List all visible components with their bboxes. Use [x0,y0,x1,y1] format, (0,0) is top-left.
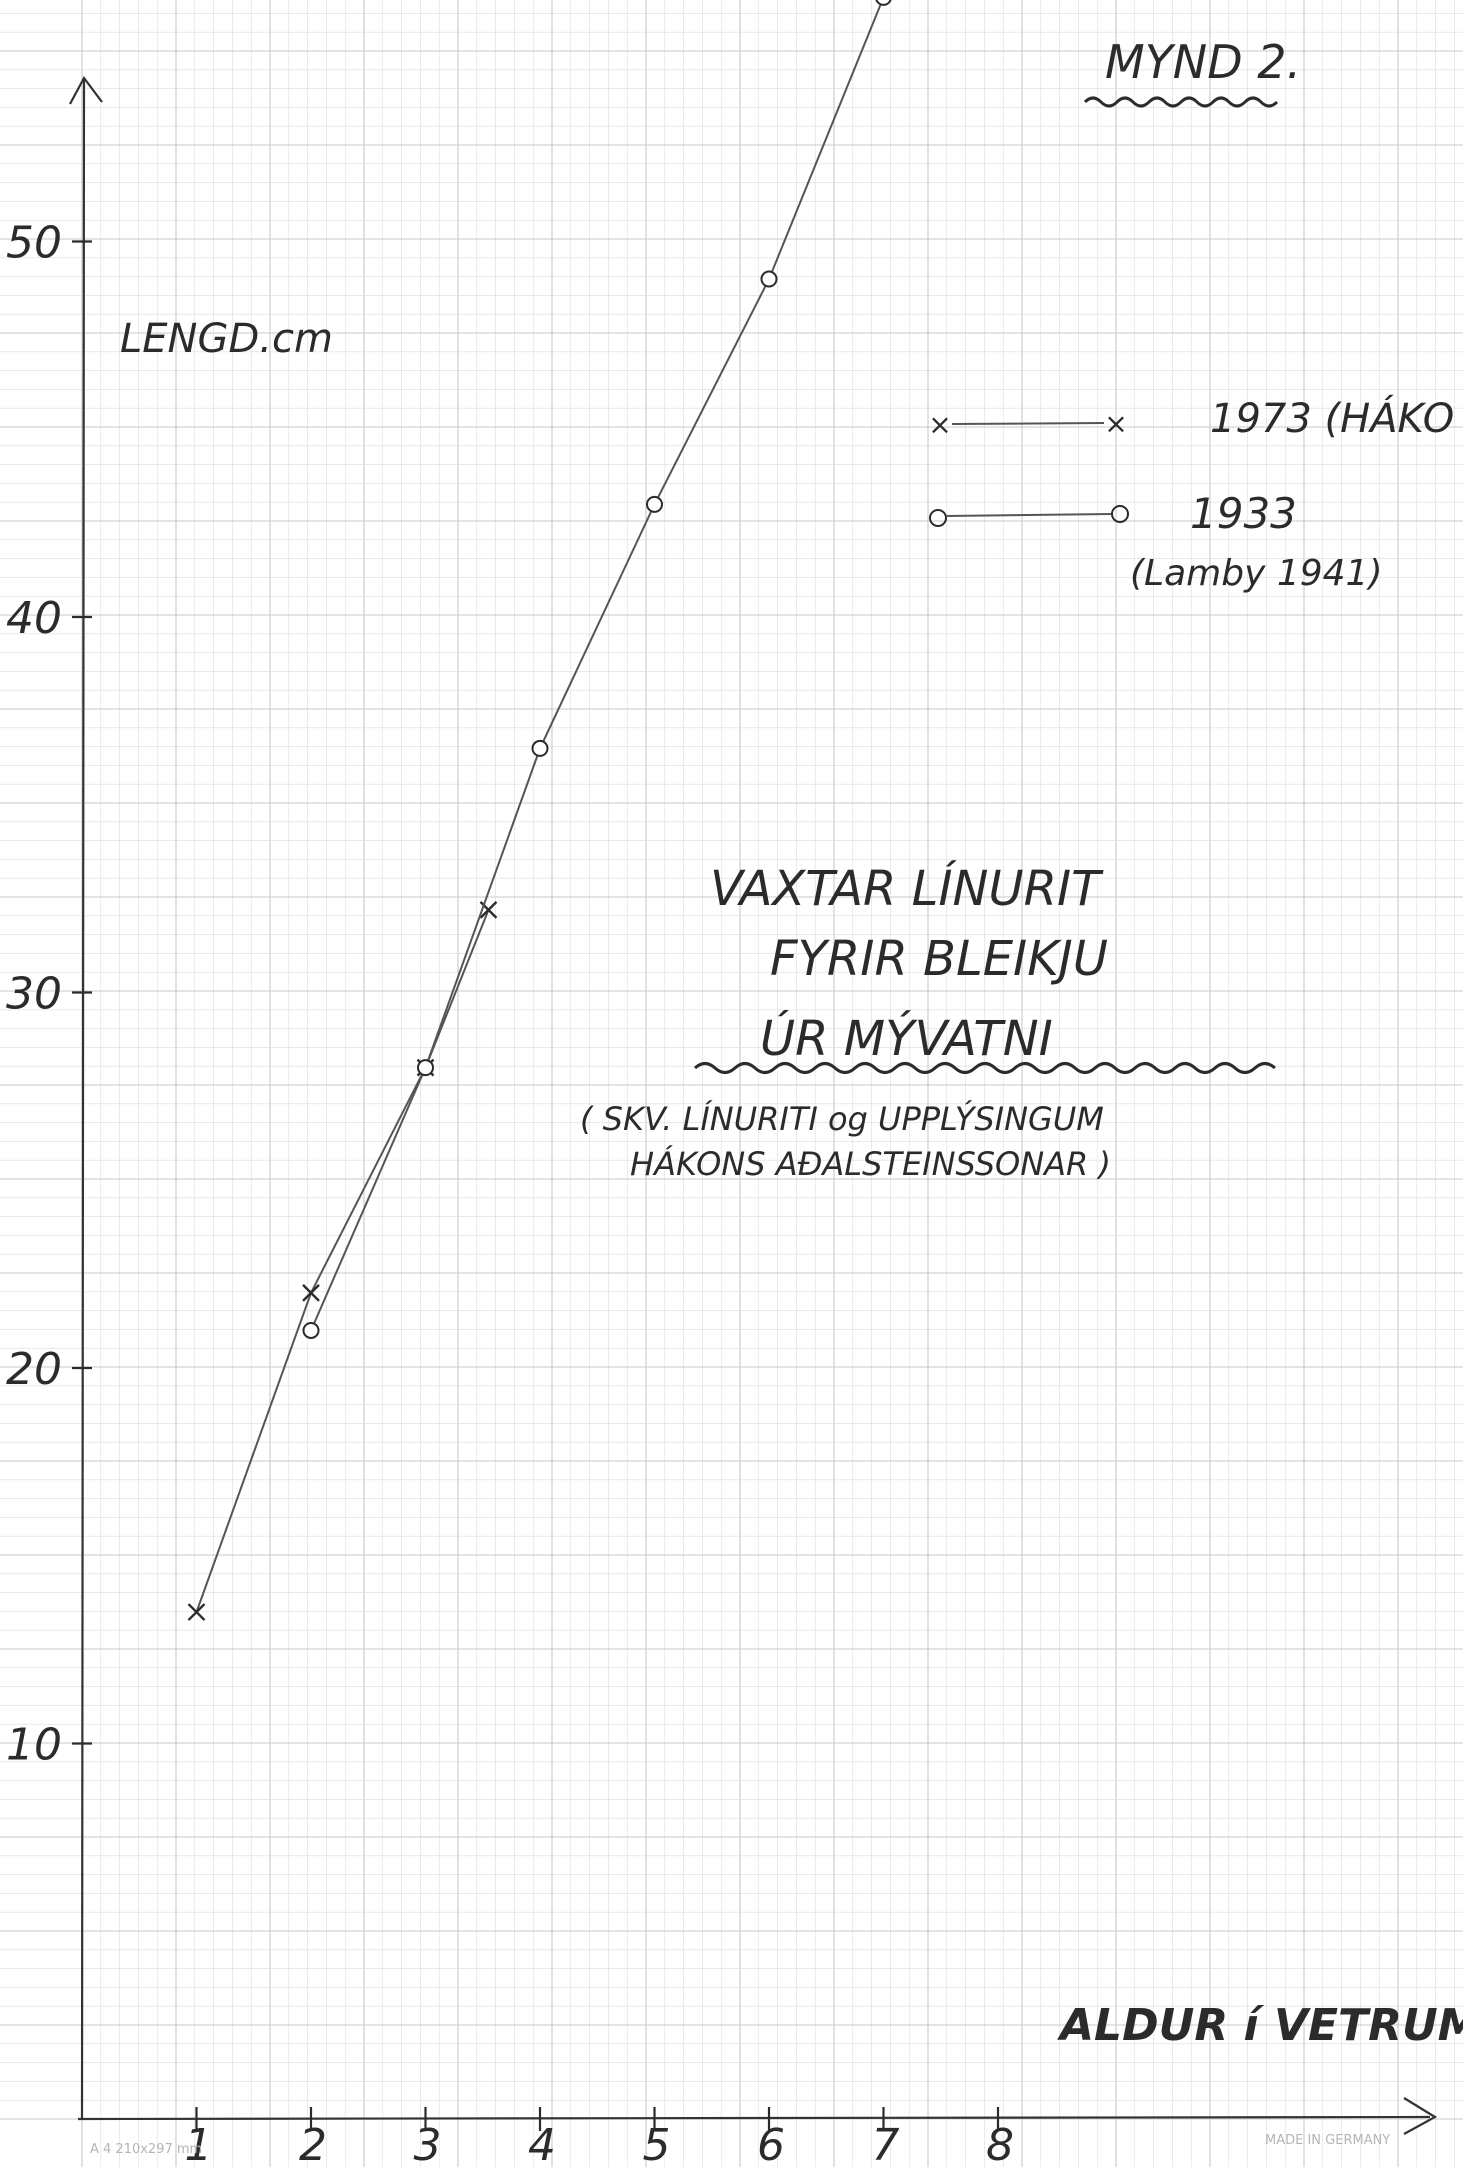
x-tick-label: 2 [299,2120,327,2167]
y-axis-arrow [69,75,103,105]
paper-imprint-left: A 4 210x297 mm [90,2142,202,2157]
y-tick-label: 40 [6,593,62,644]
legend-1933-label: 1933 [1190,489,1297,538]
heading-line-1: VAXTAR LÍNURIT [710,860,1104,917]
x-axis [77,2115,1431,2121]
figure-title-underline [1083,96,1279,108]
data-point-o-marker [875,0,892,6]
note-line-2: HÁKONS AÐALSTEINSSONAR ) [630,1145,1111,1183]
y-tick-label: 10 [6,1720,62,1771]
legend-1933-line [945,513,1113,517]
x-tick-label: 4 [528,2120,556,2167]
data-point-o-marker [531,739,549,757]
y-tick-label: 30 [6,969,62,1020]
legend-1973-marker-start: × [928,408,951,441]
legend-1933-source: (Lamby 1941) [1130,553,1383,594]
marker-stroke [479,901,498,919]
legend-1973-label: 1973 (HÁKO [1210,394,1454,442]
heading-line-3: ÚR MÝVATNI [760,1010,1053,1067]
y-tick-label: 20 [6,1344,62,1395]
series-line [195,909,490,1613]
data-point-o-marker [646,495,663,513]
legend-1973-line [951,422,1105,425]
data-point-o-marker [302,1321,320,1339]
x-axis-label: ALDUR í VETRUM. [1057,2000,1463,2051]
legend-1933-marker-start [929,509,947,527]
x-tick-label: 8 [986,2120,1014,2167]
x-tick-label: 1 [185,2120,213,2167]
paper-imprint-right: MADE IN GERMANY [1265,2133,1390,2148]
x-axis-arrow [1403,2097,1438,2135]
axis-ticks: 10 20 30 40 50 1 2 3 4 5 6 7 8 [6,218,1014,2167]
data-point-x-marker [187,1603,206,1621]
figure-title: MYND 2. [1105,35,1301,89]
x-tick-label: 5 [643,2120,671,2167]
x-tick-label: 7 [872,2120,900,2167]
x-tick-label: 3 [414,2120,442,2167]
marker-stroke [187,1603,206,1621]
legend-1973-marker-end: × [1104,407,1127,440]
data-point-o-marker [760,270,778,288]
y-tick-label: 50 [6,218,62,269]
legend: × × 1973 (HÁKO 1933 (Lamby 1941) [928,394,1454,594]
legend-1933-marker-end [1111,505,1129,523]
note-line-1: ( SKV. LÍNURITI og UPPLÝSINGUM [580,1100,1104,1138]
data-point-x-marker [302,1284,320,1302]
marker-stroke [302,1284,320,1302]
series-line [310,0,884,1331]
y-axis [80,77,86,2120]
legend-1933-entry: 1933 (Lamby 1941) [929,489,1383,594]
legend-1973-entry: × × 1973 (HÁKO [928,394,1454,442]
series-1933 [302,0,892,1339]
data-point-o-marker [417,1059,434,1077]
series-layer [187,0,892,1621]
heading-underline [693,1062,1277,1074]
y-axis-label: LENGD.cm [120,316,333,362]
heading-line-2: FYRIR BLEIKJU [770,931,1108,987]
x-tick-label: 6 [757,2120,785,2167]
